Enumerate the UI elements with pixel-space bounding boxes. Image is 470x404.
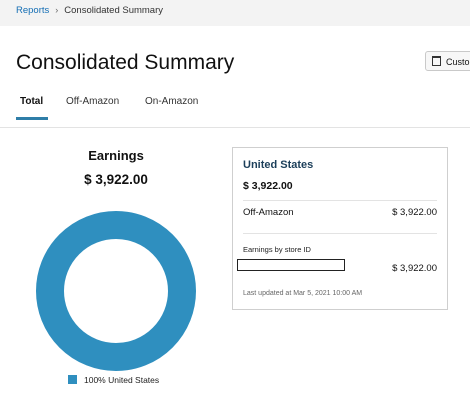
card-region-title: United States <box>243 159 314 171</box>
legend-label-united-states: 100% United States <box>84 375 160 385</box>
customize-button-label: Customize <box>446 57 470 67</box>
store-id-section-label: Earnings by store ID <box>243 245 311 254</box>
breadcrumb-separator: › <box>55 5 59 15</box>
breadcrumb: Reports › Consolidated Summary <box>16 5 163 16</box>
calendar-icon <box>432 56 441 66</box>
earnings-title: Earnings <box>88 148 144 163</box>
earnings-total: $ 3,922.00 <box>84 172 148 187</box>
breadcrumb-reports-link[interactable]: Reports <box>16 5 50 16</box>
top-bar: Reports › Consolidated Summary <box>0 0 470 26</box>
tab-total[interactable]: Total <box>20 96 44 107</box>
last-updated-text: Last updated at Mar 5, 2021 10:00 AM <box>243 290 363 297</box>
tab-off-amazon[interactable]: Off-Amazon <box>66 96 120 107</box>
card-region-total: $ 3,922.00 <box>243 180 293 192</box>
active-tab-indicator <box>16 117 48 120</box>
card-divider <box>243 200 437 201</box>
chart-legend: 100% United States <box>68 375 159 385</box>
page-title: Consolidated Summary <box>16 51 235 74</box>
card-row-off-amazon-value: $ 3,922.00 <box>392 207 437 218</box>
tabs-divider <box>0 127 470 128</box>
earnings-donut-chart <box>36 211 196 371</box>
customize-button[interactable]: Customize <box>425 51 470 71</box>
breadcrumb-current: Consolidated Summary <box>64 5 164 16</box>
store-id-field <box>237 259 345 271</box>
region-detail-card: United States $ 3,922.00 Off-Amazon $ 3,… <box>232 147 448 310</box>
donut-slice-united-states[interactable] <box>36 211 196 371</box>
tab-on-amazon[interactable]: On-Amazon <box>145 96 199 107</box>
card-row-off-amazon-label: Off-Amazon <box>243 207 294 218</box>
legend-swatch-united-states <box>68 375 77 384</box>
store-earnings-value: $ 3,922.00 <box>392 263 437 274</box>
card-divider <box>243 233 437 234</box>
